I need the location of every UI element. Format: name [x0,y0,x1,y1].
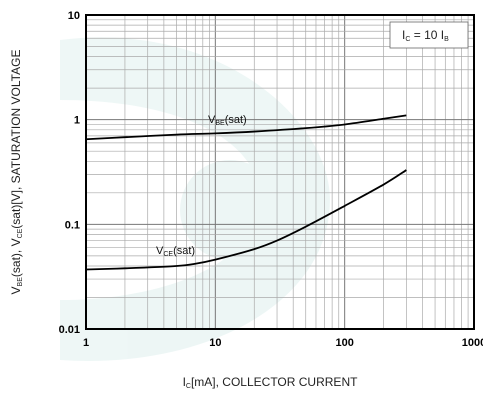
x-tick-label: 1 [83,337,89,349]
series-line-vce-sat [85,169,407,271]
plot-border [85,14,475,330]
series-line-vbe-sat [85,114,407,141]
y-tick-label: 0.1 [65,219,80,231]
y-tick-labels: 0.01 0.1 1 10 [59,10,80,336]
y-tick-label: 10 [68,10,80,22]
y-axis-title: VBE(sat), VCE(sat)[V], SATURATION VOLTAG… [9,50,24,295]
y-tick-label: 1 [74,115,80,127]
curve-label-vbe: VBE(sat) [208,114,247,127]
background-watermark [60,37,330,361]
annotation-text: IC = 10 IB [402,28,449,43]
x-tick-label: 10 [209,337,221,349]
grid-lines [86,15,474,329]
x-axis-title: IC[mA], COLLECTOR CURRENT [183,375,359,390]
curves [85,114,407,271]
x-tick-label: 100 [335,337,353,349]
y-tick-label: 0.01 [59,324,80,336]
curve-label-vce: VCE(sat) [156,245,195,258]
annotation-box: IC = 10 IB [389,21,469,49]
